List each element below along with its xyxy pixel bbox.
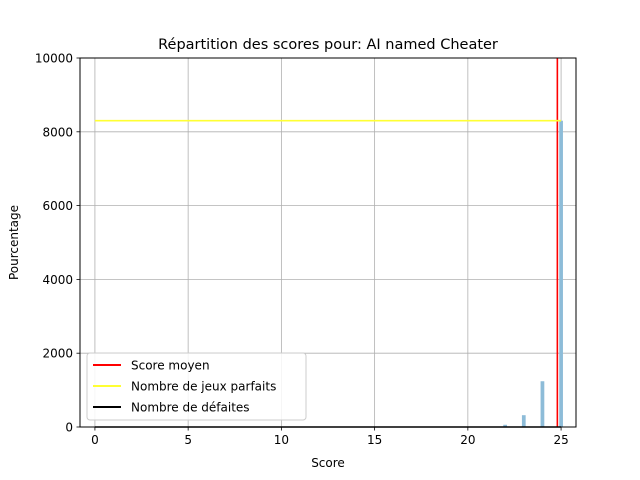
histogram-bar (559, 120, 563, 427)
y-tick-label: 2000 (42, 347, 73, 361)
y-axis-label: Pourcentage (7, 205, 21, 280)
histogram-bar (521, 415, 526, 427)
x-axis-label: Score (311, 456, 345, 470)
x-tick-label: 5 (184, 433, 192, 447)
y-tick-label: 6000 (42, 199, 73, 213)
y-tick-label: 8000 (42, 125, 73, 139)
y-tick-label: 0 (65, 421, 73, 435)
x-tick-label: 25 (553, 433, 568, 447)
histogram-bar (540, 381, 545, 427)
y-tick-label: 4000 (42, 273, 73, 287)
y-axis-ticks: 0 2000 4000 6000 8000 10000 (35, 52, 80, 435)
chart-title: Répartition des scores pour: AI named Ch… (158, 37, 498, 53)
legend-label: Score moyen (131, 359, 210, 373)
bar-series (503, 120, 563, 427)
plot-frame (79, 57, 577, 428)
x-tick-label: 15 (367, 433, 382, 447)
legend-box (86, 352, 307, 421)
y-tick-label: 10000 (35, 52, 73, 66)
legend: Score moyen Nombre de jeux parfaits Nombre… (86, 352, 307, 421)
legend-label: Nombre de jeux parfaits (131, 380, 276, 394)
histogram-bar (503, 424, 508, 427)
x-tick-label: 20 (460, 433, 475, 447)
x-tick-label: 10 (274, 433, 289, 447)
legend-label: Nombre de défaites (131, 401, 250, 415)
x-axis-ticks: 0 5 10 15 20 25 (91, 427, 569, 447)
x-tick-label: 0 (91, 433, 99, 447)
